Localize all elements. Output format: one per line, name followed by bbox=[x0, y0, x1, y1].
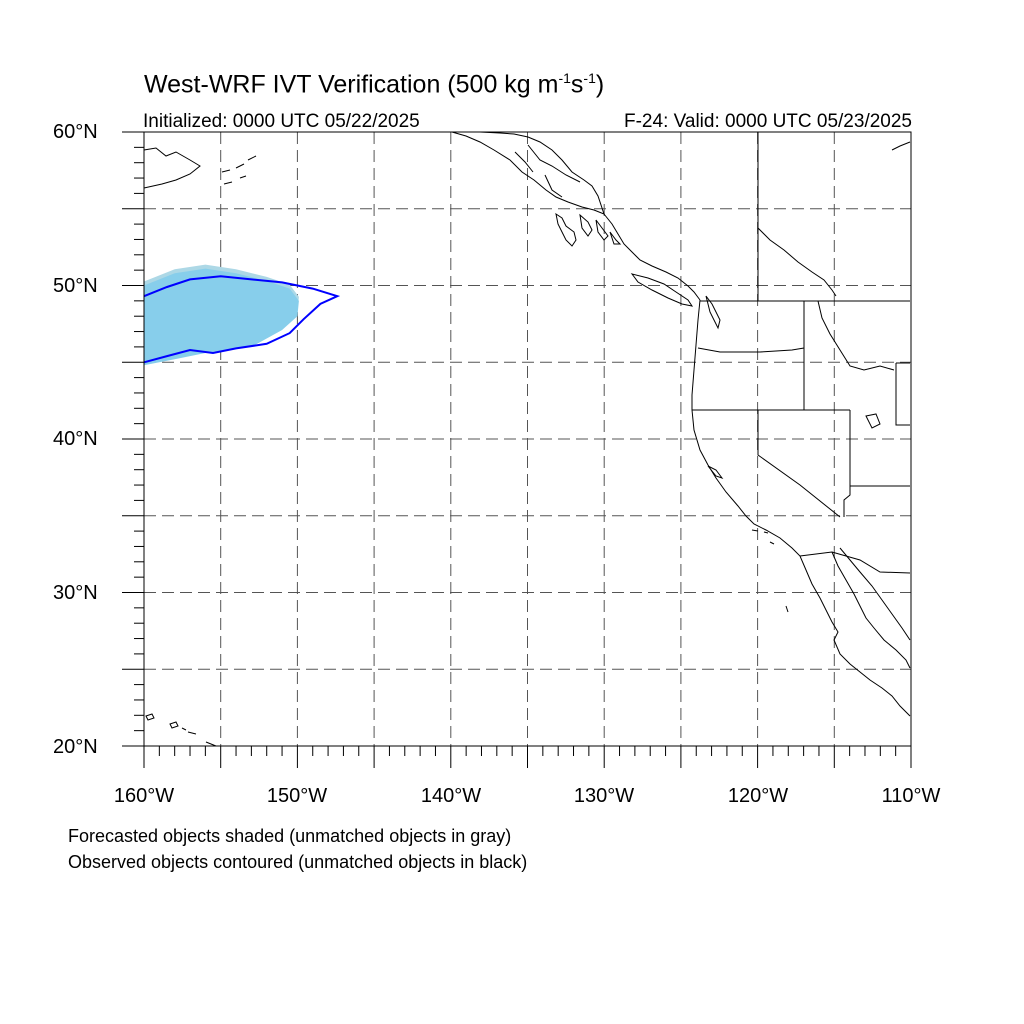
title-text: West-WRF IVT Verification (500 kg m bbox=[144, 70, 559, 99]
valid-time: F-24: Valid: 0000 UTC 05/23/2025 bbox=[624, 111, 912, 132]
coastlines-and-borders bbox=[143, 131, 911, 747]
channel-islands bbox=[751, 529, 775, 545]
us-west-coastline bbox=[691, 299, 911, 717]
guadalupe-island bbox=[785, 605, 789, 613]
lon-label-120w: 120°W bbox=[727, 785, 789, 807]
or-wa-border bbox=[697, 347, 805, 353]
axis-ticks bbox=[122, 131, 912, 768]
wy-border bbox=[895, 362, 910, 426]
id-mt-border bbox=[817, 300, 895, 371]
observed-object-contour bbox=[143, 275, 341, 364]
bc-coastline bbox=[603, 213, 701, 301]
lat-label-20n: 20°N bbox=[53, 736, 98, 758]
ca-nv-border bbox=[757, 410, 841, 518]
forecast-note: Forecasted objects shaded (unmatched obj… bbox=[68, 826, 512, 846]
great-salt-lake bbox=[865, 413, 881, 429]
asia-coastline-fragment bbox=[143, 147, 201, 189]
initialized-time: Initialized: 0000 UTC 05/22/2025 bbox=[143, 111, 420, 132]
baja-east-coast bbox=[831, 551, 911, 669]
lon-label-140w: 140°W bbox=[420, 785, 482, 807]
lon-label-130w: 130°W bbox=[573, 785, 635, 807]
map-frame bbox=[143, 131, 912, 747]
lat-lon-grid bbox=[144, 132, 911, 746]
title-close: ) bbox=[595, 70, 605, 99]
vancouver-island bbox=[630, 273, 694, 307]
lat-label-50n: 50°N bbox=[53, 275, 98, 297]
lat-label-30n: 30°N bbox=[53, 582, 98, 604]
title-exponent-1: -1 bbox=[558, 70, 571, 86]
hawaii-islands bbox=[145, 713, 217, 747]
lon-label-110w: 110°W bbox=[881, 785, 941, 807]
canada-internal-lines bbox=[757, 227, 837, 297]
alaska-inner-coast bbox=[514, 144, 581, 198]
ivt-objects bbox=[143, 264, 341, 366]
lat-label-60n: 60°N bbox=[53, 121, 98, 143]
hudson-bay-fragment bbox=[891, 141, 911, 151]
us-mexico-border bbox=[799, 551, 911, 574]
observed-note: Observed objects contoured (unmatched ob… bbox=[68, 852, 528, 872]
lon-label-150w: 150°W bbox=[266, 785, 328, 807]
mainland-mexico-coast bbox=[839, 547, 911, 641]
puget-sound bbox=[705, 295, 721, 330]
title-text-s: s bbox=[570, 70, 584, 99]
forecast-object-shaded bbox=[144, 268, 299, 366]
sf-bay bbox=[707, 465, 724, 479]
se-alaska-islands bbox=[555, 212, 622, 247]
title-exponent-2: -1 bbox=[583, 70, 596, 86]
lat-label-40n: 40°N bbox=[53, 428, 98, 450]
aleutian-islands bbox=[221, 155, 257, 185]
lon-label-160w: 160°W bbox=[113, 785, 175, 807]
map-title: West-WRF IVT Verification (500 kg m-1s-1… bbox=[144, 70, 604, 99]
nv-az-border bbox=[843, 410, 851, 517]
